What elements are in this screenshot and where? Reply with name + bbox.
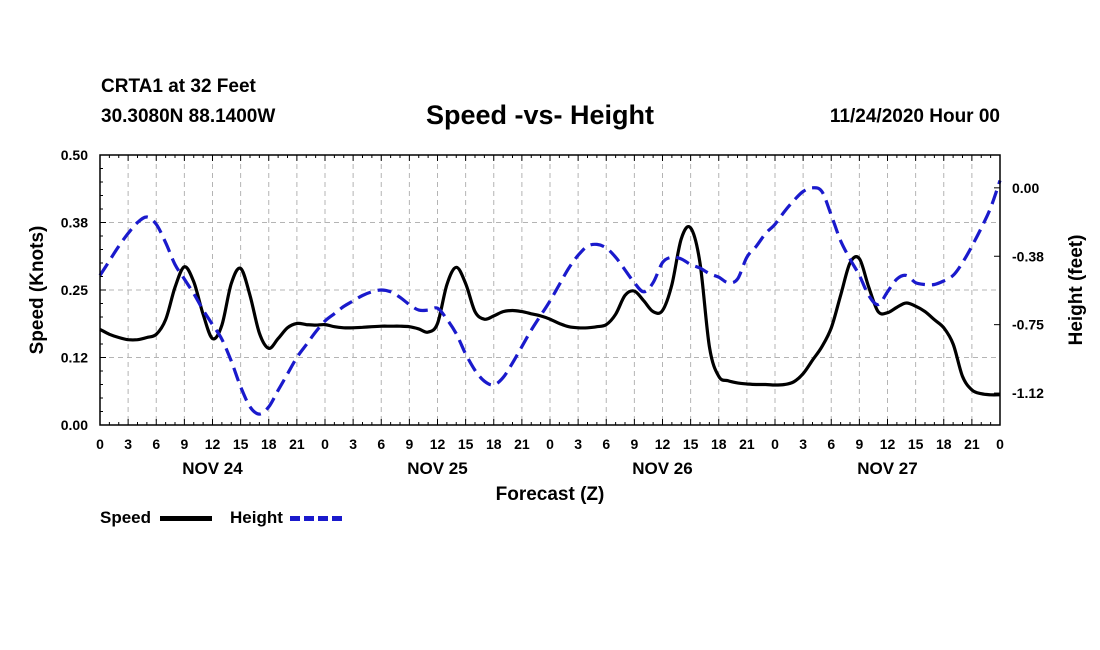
x-tick-label: 3 — [799, 436, 807, 452]
series-line-speed — [99, 225, 1001, 397]
station-label: CRTA1 at 32 Feet — [101, 76, 256, 97]
x-tick-label: 6 — [827, 436, 835, 452]
y-tick-label: 0.25 — [61, 282, 88, 298]
y-tick-label: 0.38 — [61, 215, 88, 231]
location-coordinates: 30.3080N 88.1400W — [101, 106, 276, 127]
x-tick-label: 21 — [964, 436, 980, 452]
x-day-label: NOV 25 — [407, 459, 467, 478]
x-tick-label: 21 — [739, 436, 755, 452]
legend-speed-swatch — [160, 516, 212, 521]
x-tick-label: 18 — [261, 436, 277, 452]
x-tick-label: 18 — [711, 436, 727, 452]
x-tick-label: 12 — [880, 436, 896, 452]
forecast-timestamp: 11/24/2020 Hour 00 — [829, 106, 1000, 127]
x-tick-label: 12 — [655, 436, 671, 452]
y-axis-title: Speed (Knots) — [27, 226, 48, 355]
x-tick-label: 3 — [349, 436, 357, 452]
x-tick-label: 18 — [936, 436, 952, 452]
legend-height-label: Height — [230, 508, 283, 527]
y-tick-label: 0.00 — [61, 417, 88, 433]
x-day-label: NOV 24 — [182, 459, 243, 478]
x-tick-label: 6 — [152, 436, 160, 452]
x-tick-label: 0 — [771, 436, 779, 452]
x-tick-label: 0 — [96, 436, 104, 452]
x-tick-label: 3 — [124, 436, 132, 452]
x-tick-label: 15 — [683, 436, 699, 452]
x-tick-label: 6 — [602, 436, 610, 452]
legend-height-swatch — [290, 516, 342, 521]
x-tick-label: 15 — [908, 436, 924, 452]
axis-labels: 0 3 6 9 12 15 18 21 0 3 6 9 12 15 18 21 0 3 6 9 12 15 18 21 0 3 6 9… — [27, 147, 1087, 505]
series-line-height — [98, 179, 1002, 416]
y2-axis-title: Height (feet) — [1066, 235, 1087, 346]
x-tick-label: 21 — [289, 436, 305, 452]
y2-tick-label: -0.75 — [1012, 317, 1044, 333]
y-tick-label: 0.50 — [61, 147, 88, 163]
x-tick-label: 12 — [205, 436, 221, 452]
y2-tick-label: -1.12 — [1012, 385, 1044, 401]
x-tick-label: 3 — [574, 436, 582, 452]
x-tick-label: 0 — [321, 436, 329, 452]
x-tick-label: 9 — [855, 436, 863, 452]
series-layer — [98, 179, 1002, 416]
y-tick-label: 0.12 — [61, 350, 88, 366]
x-day-label: NOV 27 — [857, 459, 917, 478]
x-tick-label: 9 — [180, 436, 188, 452]
x-axis-title: Forecast (Z) — [496, 484, 605, 505]
x-tick-label: 0 — [546, 436, 554, 452]
x-tick-label: 6 — [377, 436, 385, 452]
y2-tick-label: 0.00 — [1012, 180, 1039, 196]
chart-title: Speed -vs- Height — [426, 100, 655, 130]
grid-lines — [100, 155, 1000, 425]
x-tick-label: 12 — [430, 436, 446, 452]
x-day-label: NOV 26 — [632, 459, 692, 478]
y2-tick-label: -0.38 — [1012, 248, 1044, 264]
axis-ticks — [99, 154, 1001, 426]
x-tick-label: 15 — [458, 436, 474, 452]
x-tick-label: 9 — [630, 436, 638, 452]
x-tick-label: 21 — [514, 436, 530, 452]
x-tick-label: 18 — [486, 436, 502, 452]
x-tick-label: 0 — [996, 436, 1004, 452]
x-tick-label: 9 — [405, 436, 413, 452]
legend-speed-label: Speed — [100, 508, 152, 527]
x-tick-label: 15 — [233, 436, 249, 452]
